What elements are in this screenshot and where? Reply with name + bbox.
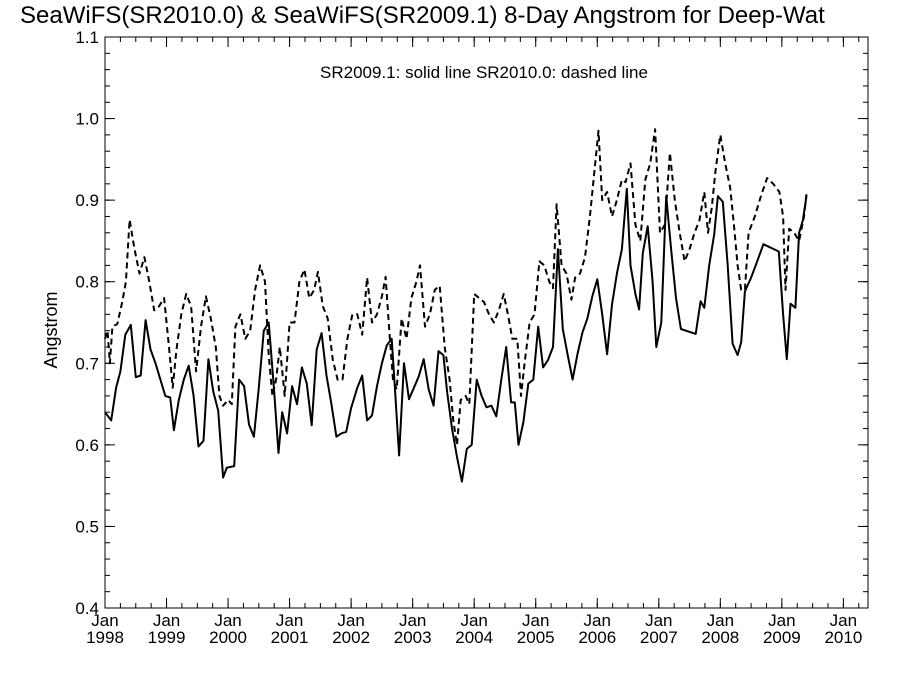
x-tick-month-label: Jan <box>399 611 426 630</box>
x-tick-month-label: Jan <box>460 611 487 630</box>
x-tick-year-label: 2005 <box>517 628 555 647</box>
y-axis-label: Angstrom <box>41 291 61 368</box>
x-tick-year-label: 2003 <box>394 628 432 647</box>
x-tick-year-label: 2000 <box>209 628 247 647</box>
x-tick-month-label: Jan <box>768 611 795 630</box>
y-tick-label: 0.4 <box>75 599 99 618</box>
x-tick-month-label: Jan <box>830 611 857 630</box>
x-tick-year-label: 2009 <box>763 628 801 647</box>
x-tick-year-label: 2002 <box>332 628 370 647</box>
y-tick-label: 0.6 <box>75 436 99 455</box>
x-tick-year-label: 2007 <box>640 628 678 647</box>
x-tick-month-label: Jan <box>276 611 303 630</box>
y-tick-label: 0.8 <box>75 273 99 292</box>
x-tick-month-label: Jan <box>153 611 180 630</box>
x-tick-month-label: Jan <box>91 611 118 630</box>
x-tick-year-label: 1999 <box>148 628 186 647</box>
x-tick-month-label: Jan <box>522 611 549 630</box>
plot-frame <box>104 36 869 609</box>
x-tick-month-label: Jan <box>645 611 672 630</box>
series-line-sr2010 <box>104 128 808 446</box>
series-line-sr2009 <box>104 187 808 483</box>
x-tick-year-label: 2008 <box>701 628 739 647</box>
y-tick-label: 0.5 <box>75 517 99 536</box>
x-tick-year-label: 1998 <box>86 628 124 647</box>
x-tick-month-label: Jan <box>707 611 734 630</box>
y-tick-label: 1.1 <box>75 28 99 47</box>
y-tick-label: 0.7 <box>75 354 99 373</box>
x-tick-month-label: Jan <box>214 611 241 630</box>
x-tick-year-label: 2001 <box>271 628 309 647</box>
y-tick-label: 0.9 <box>75 191 99 210</box>
chart-title: SeaWiFS(SR2010.0) & SeaWiFS(SR2009.1) 8-… <box>20 2 825 29</box>
legend-annotation: SR2009.1: solid line SR2010.0: dashed li… <box>320 63 648 82</box>
x-tick-year-label: 2006 <box>578 628 616 647</box>
x-tick-month-label: Jan <box>584 611 611 630</box>
x-tick-year-label: 2004 <box>455 628 493 647</box>
y-tick-label: 1.0 <box>75 110 99 129</box>
x-tick-month-label: Jan <box>337 611 364 630</box>
x-tick-year-label: 2010 <box>824 628 862 647</box>
